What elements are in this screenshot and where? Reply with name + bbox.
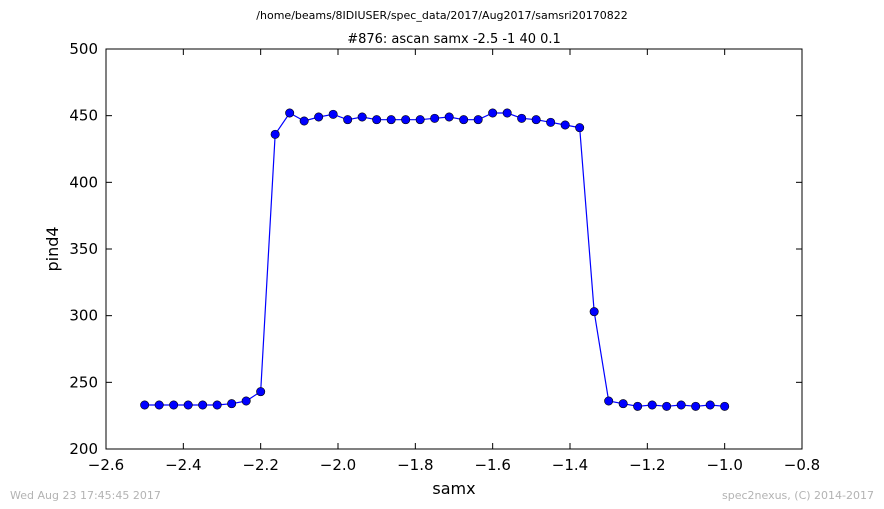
plot-area-frame <box>105 48 803 450</box>
x-tick-label: −1.4 <box>552 456 588 474</box>
data-point <box>604 396 614 406</box>
data-point <box>517 113 527 123</box>
data-point <box>473 115 483 125</box>
data-point <box>386 115 396 125</box>
y-tick-label: 400 <box>69 173 98 191</box>
data-point <box>502 108 512 118</box>
x-tick-label: −2.4 <box>165 456 201 474</box>
x-tick-label: −2.0 <box>320 456 356 474</box>
data-point <box>314 112 324 122</box>
x-tick-label: −0.8 <box>784 456 820 474</box>
data-point <box>154 400 164 410</box>
data-point <box>285 108 295 118</box>
footer-timestamp: Wed Aug 23 17:45:45 2017 <box>10 489 161 502</box>
x-tick-label: −1.6 <box>474 456 510 474</box>
data-point <box>198 400 208 410</box>
data-point <box>618 399 628 409</box>
series-pind4 <box>140 108 730 411</box>
data-point <box>676 400 686 410</box>
data-point <box>705 400 715 410</box>
data-point <box>633 401 643 411</box>
x-tick-label: −1.0 <box>706 456 742 474</box>
x-tick-label: −1.8 <box>397 456 433 474</box>
x-tick-label: −1.2 <box>629 456 665 474</box>
data-point <box>444 112 454 122</box>
y-tick-label: 250 <box>69 373 98 391</box>
data-point <box>343 115 353 125</box>
x-axis: −2.6 −2.4 −2.2 −2.0 −1.8 −1.6 −1.4 −1.2 −1.0 −0.8 <box>88 49 820 474</box>
data-point <box>488 108 498 118</box>
chart-title: #876: ascan samx -2.5 -1 40 0.1 <box>347 32 561 47</box>
data-point <box>183 400 193 410</box>
data-point <box>647 400 657 410</box>
series-line <box>144 112 725 407</box>
data-point <box>357 112 367 122</box>
data-point <box>212 400 222 410</box>
y-tick-label: 450 <box>69 107 98 125</box>
data-point <box>270 129 280 139</box>
data-point <box>560 120 570 130</box>
data-point <box>256 387 266 397</box>
data-point <box>575 123 585 133</box>
data-point <box>372 115 382 125</box>
footer-credit: spec2nexus, (C) 2014-2017 <box>722 489 874 502</box>
y-tick-label: 500 <box>69 40 98 58</box>
data-point <box>546 117 556 127</box>
data-point <box>720 401 730 411</box>
data-point <box>401 115 411 125</box>
data-point <box>299 116 309 126</box>
data-point <box>328 109 338 119</box>
data-point <box>589 307 599 317</box>
data-point <box>415 115 425 125</box>
data-point <box>140 400 150 410</box>
data-point <box>241 396 251 406</box>
x-tick-label: −2.6 <box>88 456 124 474</box>
data-point <box>691 401 701 411</box>
data-point <box>662 401 672 411</box>
data-point <box>169 400 179 410</box>
data-point <box>531 115 541 125</box>
y-tick-label: 300 <box>69 307 98 325</box>
data-point <box>227 399 237 409</box>
figure-suptitle: /home/beams/8IDIUSER/spec_data/2017/Aug2… <box>256 9 628 22</box>
x-axis-label: samx <box>432 479 475 498</box>
data-point <box>430 113 440 123</box>
y-axis: 200 250 300 350 400 450 500 <box>69 40 802 458</box>
x-tick-label: −2.2 <box>242 456 278 474</box>
y-tick-label: 350 <box>69 240 98 258</box>
data-point <box>459 115 469 125</box>
y-tick-label: 200 <box>69 440 98 458</box>
y-axis-label: pind4 <box>43 226 62 271</box>
